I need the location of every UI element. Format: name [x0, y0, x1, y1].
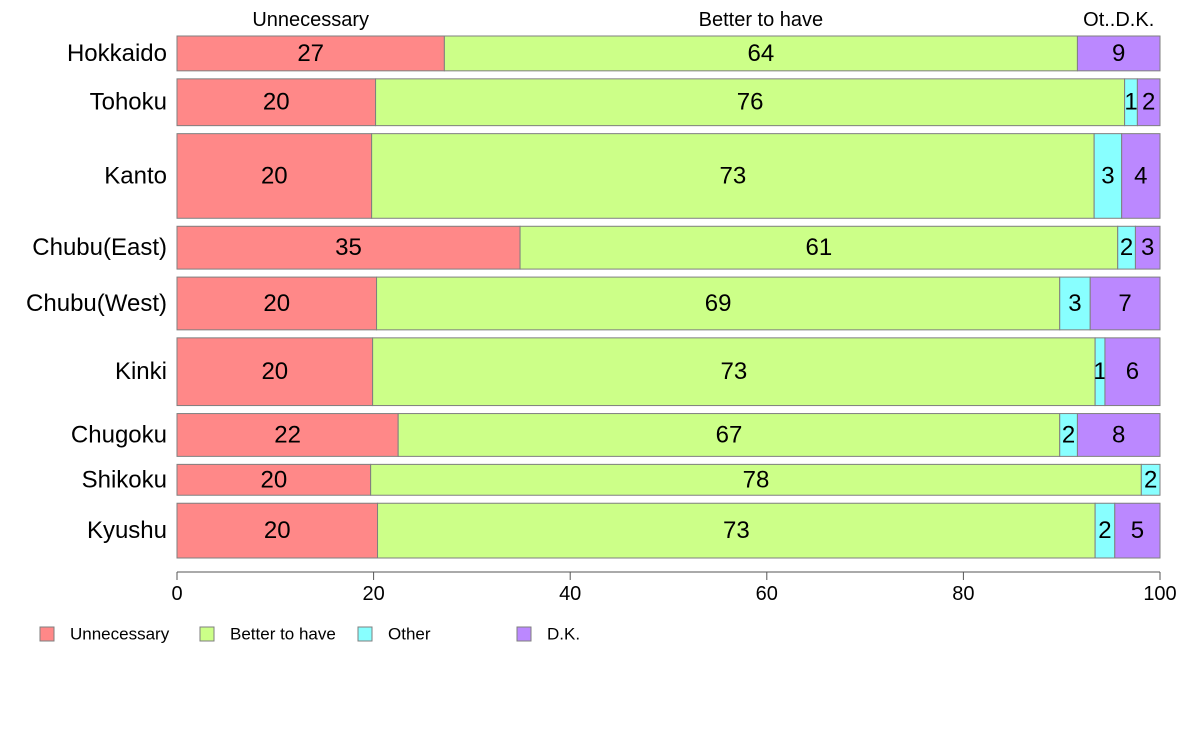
data-label-kinki-better-to-have: 73 — [721, 358, 748, 385]
legend-label-other: Other — [388, 625, 431, 644]
bar-shikoku-other — [1140, 463, 1161, 496]
data-label-chugoku-other: 2 — [1062, 421, 1075, 448]
row-label-kyushu: Kyushu — [87, 517, 167, 544]
row-labels: Hokkaido Tohoku Kanto Chubu(East) Chubu(West… — [26, 40, 167, 544]
row-label-hokkaido: Hokkaido — [67, 40, 167, 67]
bar-chubu-west-unnecessary — [176, 276, 378, 331]
row-label-shikoku: Shikoku — [82, 466, 167, 493]
data-label-tohoku-other: 1 — [1124, 89, 1137, 116]
data-label-chugoku-better-to-have: 67 — [716, 421, 743, 448]
bar-tohoku-unnecessary — [176, 78, 377, 127]
data-label-chubu-west-d-k: 7 — [1118, 290, 1131, 317]
bar-chugoku-unnecessary — [176, 413, 399, 457]
data-label-chugoku-unnecessary: 22 — [274, 421, 301, 448]
bar-kyushu-d-k — [1114, 502, 1161, 559]
x-tick-label-60: 60 — [756, 583, 778, 605]
x-tick-label-100: 100 — [1143, 583, 1176, 605]
x-axis: 0 20 40 60 80 100 — [171, 571, 1177, 605]
data-label-hokkaido-d-k: 9 — [1112, 40, 1125, 67]
row-label-kanto: Kanto — [104, 162, 167, 189]
legend-label-better-to-have: Better to have — [230, 625, 336, 644]
data-label-tohoku-unnecessary: 20 — [263, 89, 290, 116]
data-label-chubu-west-better-to-have: 69 — [705, 290, 732, 317]
top-label-unnecessary: Unnecessary — [252, 9, 369, 31]
x-tick-label-40: 40 — [559, 583, 581, 605]
x-tick-label-80: 80 — [952, 583, 974, 605]
data-label-kinki-unnecessary: 20 — [261, 358, 288, 385]
data-label-kanto-better-to-have: 73 — [720, 162, 747, 189]
legend: Unnecessary Better to have Other D.K. — [39, 625, 580, 644]
bar-hokkaido-d-k — [1076, 35, 1161, 72]
data-label-tohoku-better-to-have: 76 — [737, 89, 764, 116]
top-label-better-to-have: Better to have — [699, 9, 824, 31]
data-label-chubu-west-other: 3 — [1068, 290, 1081, 317]
data-label-kinki-d-k: 6 — [1126, 358, 1139, 385]
bar-tohoku-better-to-have — [375, 78, 1126, 127]
data-label-shikoku-better-to-have: 78 — [743, 466, 770, 493]
row-label-chubu-west: Chubu(West) — [26, 290, 167, 317]
data-label-shikoku-other: 2 — [1144, 466, 1157, 493]
bar-kinki-unnecessary — [176, 337, 374, 407]
data-label-kanto-d-k: 4 — [1134, 162, 1147, 189]
x-tick-label-20: 20 — [362, 583, 384, 605]
bar-kyushu-unnecessary — [176, 502, 379, 559]
bar-chugoku-better-to-have — [397, 413, 1061, 457]
bar-kanto-other — [1093, 133, 1123, 219]
data-label-kyushu-unnecessary: 20 — [264, 517, 291, 544]
bar-chubu-west-other — [1059, 276, 1091, 331]
bar-kanto-better-to-have — [371, 133, 1095, 219]
data-label-hokkaido-unnecessary: 27 — [297, 40, 324, 67]
top-labels: Unnecessary Better to have Ot..D.K. — [252, 9, 1154, 31]
data-label-tohoku-d-k: 2 — [1142, 89, 1155, 116]
row-label-tohoku: Tohoku — [90, 89, 167, 116]
data-label-chubu-east-other: 2 — [1120, 234, 1133, 261]
legend-swatch-unnecessary — [39, 626, 55, 642]
bar-chubu-west-better-to-have — [376, 276, 1061, 331]
bar-chugoku-d-k — [1076, 413, 1161, 457]
legend-label-d-k: D.K. — [547, 625, 580, 644]
data-label-chubu-east-unnecessary: 35 — [335, 234, 362, 261]
data-label-kanto-other: 3 — [1101, 162, 1114, 189]
legend-swatch-other — [357, 626, 373, 642]
legend-swatch-better-to-have — [199, 626, 215, 642]
bar-shikoku-better-to-have — [370, 463, 1142, 496]
row-label-chubu-east: Chubu(East) — [32, 234, 167, 261]
data-label-chubu-east-better-to-have: 61 — [806, 234, 833, 261]
top-label-ot-d-k: Ot..D.K. — [1083, 9, 1154, 31]
bar-kanto-unnecessary — [176, 133, 373, 219]
x-tick-label-0: 0 — [171, 583, 182, 605]
data-label-chugoku-d-k: 8 — [1112, 421, 1125, 448]
bar-kanto-d-k — [1121, 133, 1161, 219]
row-label-chugoku: Chugoku — [71, 421, 167, 448]
data-label-chubu-east-d-k: 3 — [1141, 234, 1154, 261]
bar-chubu-west-d-k — [1089, 276, 1161, 331]
data-label-chubu-west-unnecessary: 20 — [263, 290, 290, 317]
bar-kinki-better-to-have — [372, 337, 1096, 407]
data-label-kyushu-d-k: 5 — [1131, 517, 1144, 544]
bar-chubu-east-unnecessary — [176, 225, 521, 270]
row-label-kinki: Kinki — [115, 358, 167, 385]
bar-chubu-east-better-to-have — [519, 225, 1119, 270]
bar-tohoku-d-k — [1136, 78, 1161, 127]
data-label-kyushu-better-to-have: 73 — [723, 517, 750, 544]
data-label-kanto-unnecessary: 20 — [261, 162, 288, 189]
bar-kyushu-better-to-have — [377, 502, 1096, 559]
bars: 27 64 920 76 1 220 73 3 435 61 2 320 69 3 720 73 1 622 67 2… — [176, 35, 1161, 559]
legend-label-unnecessary: Unnecessary — [70, 625, 170, 644]
bar-shikoku-unnecessary — [176, 463, 372, 496]
data-label-shikoku-unnecessary: 20 — [260, 466, 287, 493]
bar-kinki-d-k — [1104, 337, 1161, 407]
bar-hokkaido-unnecessary — [176, 35, 445, 72]
data-label-kinki-other: 1 — [1093, 358, 1106, 385]
bar-chubu-east-d-k — [1134, 225, 1161, 270]
bar-hokkaido-better-to-have — [443, 35, 1078, 72]
legend-swatch-d-k — [516, 626, 532, 642]
data-label-hokkaido-better-to-have: 64 — [748, 40, 775, 67]
data-label-kyushu-other: 2 — [1098, 517, 1111, 544]
